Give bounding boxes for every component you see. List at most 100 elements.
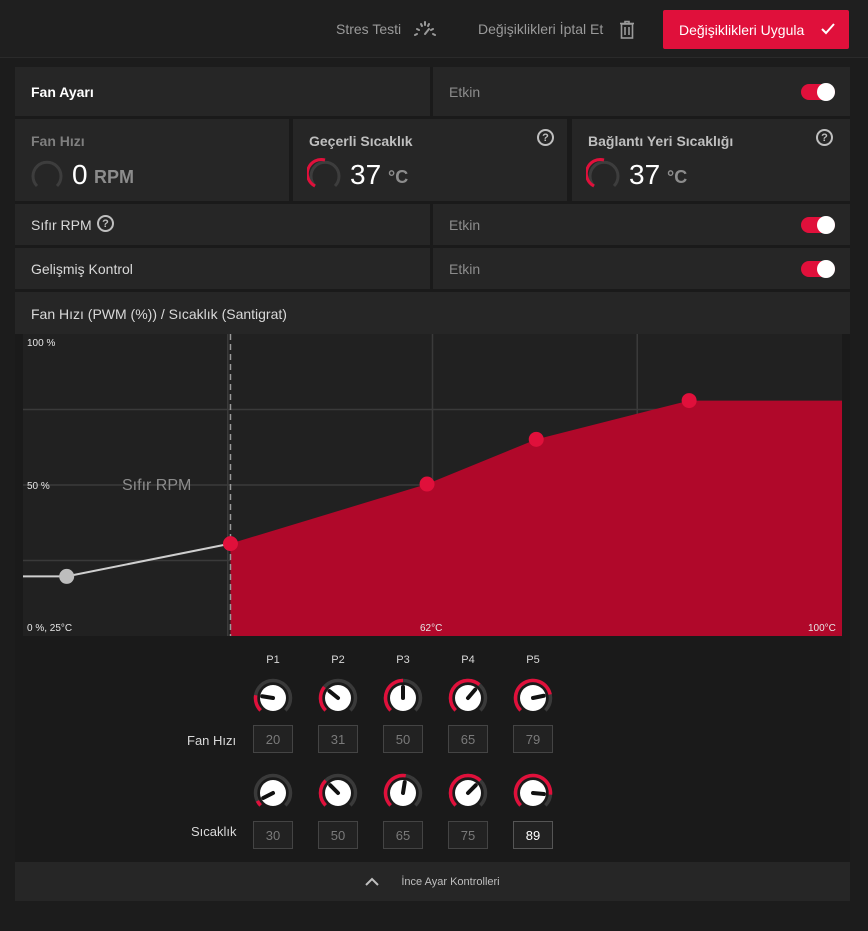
temperature-input-p1[interactable]: 30 [253,821,293,849]
knob-dial [318,773,358,807]
advanced-control-label: Gelişmiş Kontrol [31,261,133,277]
fine-tuning-label: İnce Ayar Kontrolleri [401,875,500,888]
curve-point-2 [419,476,435,492]
temperature-knob-p5[interactable] [513,773,553,813]
zero-rpm-toggle[interactable] [801,216,835,234]
toggle-knob [817,216,835,234]
fan-speed-input-p2[interactable]: 31 [318,725,358,753]
zero-rpm-help-icon[interactable]: ? [97,215,114,232]
fine-tuning-toggle[interactable]: İnce Ayar Kontrolleri [15,862,850,901]
knob-dial [448,773,488,807]
temperature-input-p3[interactable]: 65 [383,821,423,849]
current-temp-value: 37 [350,159,382,190]
fan-curve-chart[interactable]: 100 % 50 % 0 %, 25°C 62°C 100°C Sıfır RP… [23,334,842,636]
knob-fill [383,678,404,712]
knob-fill [513,773,553,807]
fan-curve-svg[interactable] [23,334,842,636]
advanced-control-state-cell: Etkin [433,248,850,289]
fan-tuning-toggle[interactable] [801,83,835,101]
knob-fill [255,800,262,807]
check-icon [821,23,835,35]
curve-point-3 [528,431,544,447]
fan-speed-value: 0 [72,159,88,190]
knob-indicator [531,791,546,797]
fan-speed-gauge-icon [31,160,63,188]
discard-changes-label: Değişiklikleri İptal Et [478,21,604,37]
fan-speed-input-p3[interactable]: 50 [383,725,423,753]
zero-rpm-state: Etkin [449,217,481,233]
fan-speed-knob-p1[interactable] [253,678,293,718]
temperature-row-label: Sıcaklık [191,824,237,839]
junction-temp-help-icon[interactable]: ? [816,129,833,146]
junction-temp-gauge-icon [586,158,620,188]
x-axis-mid-label: 62°C [420,623,443,634]
fan-speed-knob-p3[interactable] [383,678,423,718]
knob-dial [448,678,488,712]
knob-indicator [466,783,478,795]
knob-indicator [401,780,407,795]
knob-dial [383,773,423,807]
knob-fill [448,678,481,712]
current-temp-unit: °C [388,167,409,187]
x-axis-end-label: 100°C [808,623,836,634]
knob-dial [253,678,293,712]
knob-fill [513,678,552,712]
trash-icon [620,20,635,39]
fan-tuning-state: Etkin [449,84,481,100]
zero-rpm-curve-rise [66,542,231,578]
current-temp-label: Geçerli Sıcaklık [309,133,413,149]
fan-speed-input-p1[interactable]: 20 [253,725,293,753]
toggle-knob [817,260,835,278]
knob-indicator [261,791,275,800]
temperature-knob-p4[interactable] [448,773,488,813]
p1-label: P1 [266,654,280,666]
fan-tuning-header: Fan Ayarı [15,67,430,116]
temperature-input-p4[interactable]: 75 [448,821,488,849]
zero-rpm-row: Sıfır RPM ? [15,204,430,245]
fan-speed-knob-p5[interactable] [513,678,553,718]
apply-changes-button[interactable]: Değişiklikleri Uygula [663,10,849,49]
y-axis-mid-label: 50 % [27,481,50,492]
temperature-input-p5[interactable]: 89 [513,821,553,849]
fan-tuning-title: Fan Ayarı [31,84,94,100]
junction-temp-value: 37 [629,159,661,190]
knob-fill [318,779,327,807]
fan-speed-knob-p2[interactable] [318,678,358,718]
knob-indicator [328,783,340,795]
stress-test-button[interactable]: Stres Testi [336,0,437,58]
junction-temp-metric: Bağlantı Yeri Sıcaklığı ? 37 °C [572,119,850,201]
top-toolbar: Stres Testi Değişiklikleri İptal Et Deği… [0,0,868,58]
temperature-knob-p2[interactable] [318,773,358,813]
fan-speed-unit: RPM [94,167,134,187]
p3-label: P3 [396,654,410,666]
advanced-control-row: Gelişmiş Kontrol [15,248,430,289]
temperature-input-p2[interactable]: 50 [318,821,358,849]
current-temp-help-icon[interactable]: ? [537,129,554,146]
knob-fill [318,685,327,712]
y-axis-top-label: 100 % [27,338,56,349]
point-controls: P1 P2 P3 P4 P5 Fan Hızı Sıcaklık 20 31 5… [15,636,850,862]
fan-speed-input-p4[interactable]: 65 [448,725,488,753]
knob-dial [513,773,553,807]
p4-label: P4 [461,654,475,666]
stress-test-label: Stres Testi [336,21,402,37]
discard-changes-button[interactable]: Değişiklikleri İptal Et [478,0,635,58]
gauge-icon [414,21,437,36]
advanced-control-state: Etkin [449,261,481,277]
knob-track [253,773,293,807]
fan-speed-input-p5[interactable]: 79 [513,725,553,753]
p5-label: P5 [526,654,540,666]
p2-label: P2 [331,654,345,666]
advanced-control-toggle[interactable] [801,260,835,278]
zero-rpm-label: Sıfır RPM [31,217,92,233]
fan-speed-knob-p4[interactable] [448,678,488,718]
knob-dial [253,773,293,807]
zero-rpm-region-label: Sıfır RPM [122,477,192,494]
fan-speed-metric: Fan Hızı 0 RPM [15,119,289,201]
curve-title: Fan Hızı (PWM (%)) / Sıcaklık (Santigrat… [31,306,287,322]
fan-tuning-panel: Fan Ayarı Etkin Fan Hızı 0 RPM Geçerli S… [15,67,850,901]
temperature-knob-p1[interactable] [253,773,293,813]
fan-curve-area [230,400,842,636]
knob-dial [318,678,358,712]
temperature-knob-p3[interactable] [383,773,423,813]
